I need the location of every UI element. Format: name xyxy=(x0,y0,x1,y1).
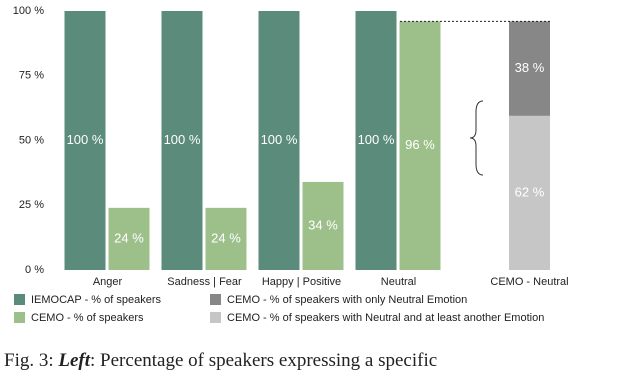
x-tick-label: Neutral xyxy=(381,276,416,288)
bar xyxy=(64,11,106,270)
bar xyxy=(355,11,397,270)
value-label: 34 % xyxy=(308,217,338,232)
legend-label: CEMO - % of speakers with Neutral and at… xyxy=(227,312,544,324)
caption-emphasis: Left xyxy=(57,350,90,370)
value-label: 24 % xyxy=(114,230,144,245)
value-label: 38 % xyxy=(515,60,545,75)
y-tick-label: 100 % xyxy=(13,5,44,17)
bar xyxy=(399,21,441,270)
legend-swatch xyxy=(210,312,221,323)
y-tick-label: 75 % xyxy=(19,70,44,82)
y-tick-label: 0 % xyxy=(25,264,44,276)
value-label: 24 % xyxy=(211,230,241,245)
legend-swatch xyxy=(14,312,25,323)
bar xyxy=(205,207,247,270)
x-tick-label: Sadness | Fear xyxy=(167,276,242,288)
value-label: 100 % xyxy=(67,132,104,147)
x-tick-label: CEMO - Neutral xyxy=(490,276,568,288)
x-tick-label: Happy | Positive xyxy=(262,276,341,288)
value-label: 96 % xyxy=(405,137,435,152)
legend-label: IEMOCAP - % of speakers xyxy=(31,294,162,306)
bar xyxy=(258,11,300,270)
legend-swatch xyxy=(210,294,221,305)
bar xyxy=(108,207,150,270)
value-label: 100 % xyxy=(358,132,395,147)
legend-label: CEMO - % of speakers xyxy=(31,312,144,324)
bar xyxy=(302,181,344,270)
bar-segment xyxy=(509,115,550,270)
brace xyxy=(469,100,484,176)
caption-label: Fig. 3: xyxy=(4,350,54,370)
legend-label: CEMO - % of speakers with only Neutral E… xyxy=(227,294,467,306)
y-tick-label: 25 % xyxy=(19,199,44,211)
value-label: 100 % xyxy=(261,132,298,147)
caption: Fig. 3: Left: Percentage of speakers exp… xyxy=(4,350,437,370)
value-label: 62 % xyxy=(515,184,545,199)
y-tick-label: 50 % xyxy=(19,134,44,146)
legend-swatch xyxy=(14,294,25,305)
value-label: 100 % xyxy=(164,132,201,147)
bar-segment xyxy=(509,21,550,116)
bar xyxy=(161,11,203,270)
x-tick-label: Anger xyxy=(93,276,123,288)
caption-text: : Percentage of speakers expressing a sp… xyxy=(90,350,437,370)
